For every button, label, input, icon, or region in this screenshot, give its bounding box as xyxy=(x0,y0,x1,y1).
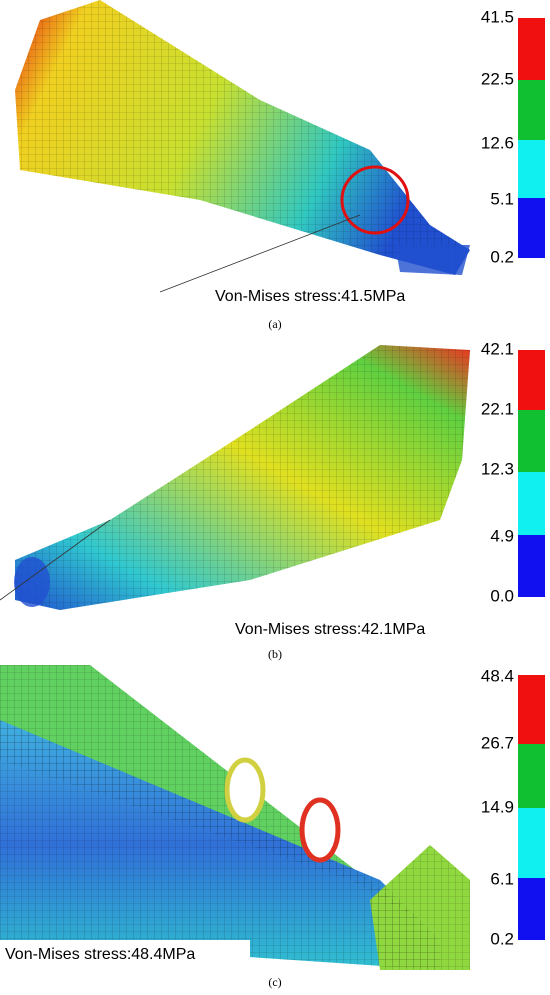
colorbar-segment xyxy=(518,675,545,744)
colorbar-segment xyxy=(518,18,545,80)
leader-line xyxy=(159,214,361,293)
colorbar-label: 0.0 xyxy=(490,586,514,605)
colorbar-segment xyxy=(518,198,545,258)
colorbar-label: 12.6 xyxy=(481,133,514,152)
caption: (b) xyxy=(268,647,282,661)
colorbar-label: 41.5 xyxy=(481,7,514,26)
cutout xyxy=(299,797,341,863)
colorbar-label: 14.9 xyxy=(481,797,514,816)
panel-a: Von-Mises stress:41.5MPa 41.5 22.5 12.6 … xyxy=(15,0,545,331)
annotation: Von-Mises stress:41.5MPa xyxy=(215,288,405,305)
colorbar-label: 22.5 xyxy=(481,69,514,88)
highlight-circle xyxy=(340,165,410,235)
colorbar-label: 42.1 xyxy=(481,339,514,358)
cutout xyxy=(224,757,266,823)
nozzle xyxy=(14,557,50,607)
colorbar-label: 6.1 xyxy=(490,869,514,888)
colorbar-label: 26.7 xyxy=(481,733,514,752)
colorbar-label: 22.1 xyxy=(481,399,514,418)
panel-c: Von-Mises stress:48.4MPa 48.4 26.7 14.9 … xyxy=(0,665,545,989)
annotation-box xyxy=(0,940,250,970)
colorbar-segment xyxy=(518,140,545,198)
colorbar-segment xyxy=(518,535,545,597)
colorbar-label: 12.3 xyxy=(481,459,514,478)
colorbar-segment xyxy=(518,878,545,940)
colorbar-label: 0.2 xyxy=(490,247,514,266)
colorbar-segment xyxy=(518,410,545,472)
annotation: Von-Mises stress:48.4MPa xyxy=(5,946,195,963)
leader-line xyxy=(0,519,111,601)
caption: (c) xyxy=(268,975,281,989)
panel-b: Von-Mises stress:42.1MPa 42.1 22.1 12.3 … xyxy=(0,339,545,661)
caption: (a) xyxy=(268,317,281,331)
colorbar-segment xyxy=(518,80,545,140)
mesh xyxy=(370,845,470,970)
colorbar-label: 5.1 xyxy=(490,189,514,208)
colorbar-segment xyxy=(518,350,545,410)
colorbar-label: 0.2 xyxy=(490,929,514,948)
colorbar-segment xyxy=(518,472,545,535)
annotation: Von-Mises stress:42.1MPa xyxy=(235,621,425,638)
mesh xyxy=(15,345,470,610)
colorbar-segment xyxy=(518,808,545,878)
nozzle xyxy=(395,245,470,275)
colorbar-label: 4.9 xyxy=(490,526,514,545)
colorbar-label: 48.4 xyxy=(481,666,514,685)
mesh xyxy=(15,0,470,275)
colorbar-segment xyxy=(518,744,545,808)
mesh xyxy=(0,720,440,970)
